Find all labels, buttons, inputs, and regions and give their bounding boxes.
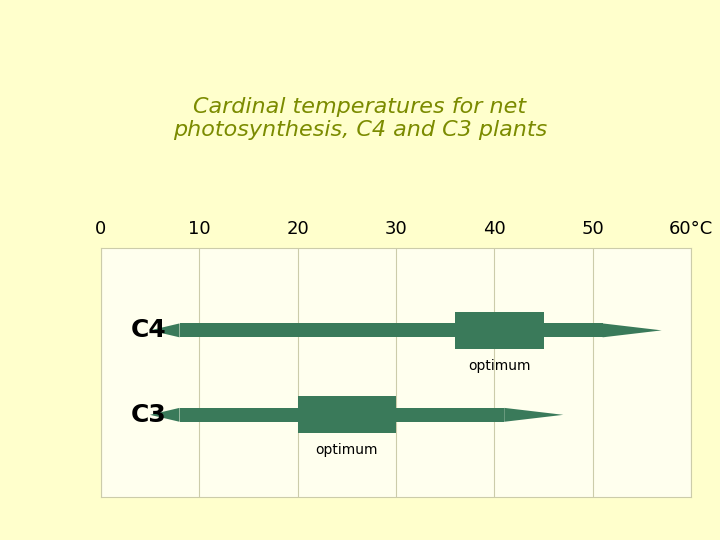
Polygon shape: [603, 323, 662, 338]
Text: optimum: optimum: [468, 359, 531, 373]
Text: 40: 40: [483, 220, 505, 238]
Text: C4: C4: [130, 319, 166, 342]
Text: 30: 30: [384, 220, 408, 238]
Text: 60°C: 60°C: [669, 220, 714, 238]
Polygon shape: [150, 323, 179, 338]
Text: optimum: optimum: [315, 443, 378, 457]
Text: 10: 10: [188, 220, 210, 238]
Polygon shape: [150, 408, 179, 422]
Bar: [455, 312, 544, 349]
Bar: [179, 323, 603, 338]
Text: 50: 50: [582, 220, 604, 238]
Text: 20: 20: [287, 220, 309, 238]
Text: C3: C3: [130, 403, 166, 427]
Polygon shape: [504, 408, 563, 422]
Text: Cardinal temperatures for net
photosynthesis, C4 and C3 plants: Cardinal temperatures for net photosynth…: [173, 97, 547, 140]
Text: 0: 0: [95, 220, 107, 238]
Bar: [297, 396, 396, 434]
Bar: [179, 408, 504, 422]
